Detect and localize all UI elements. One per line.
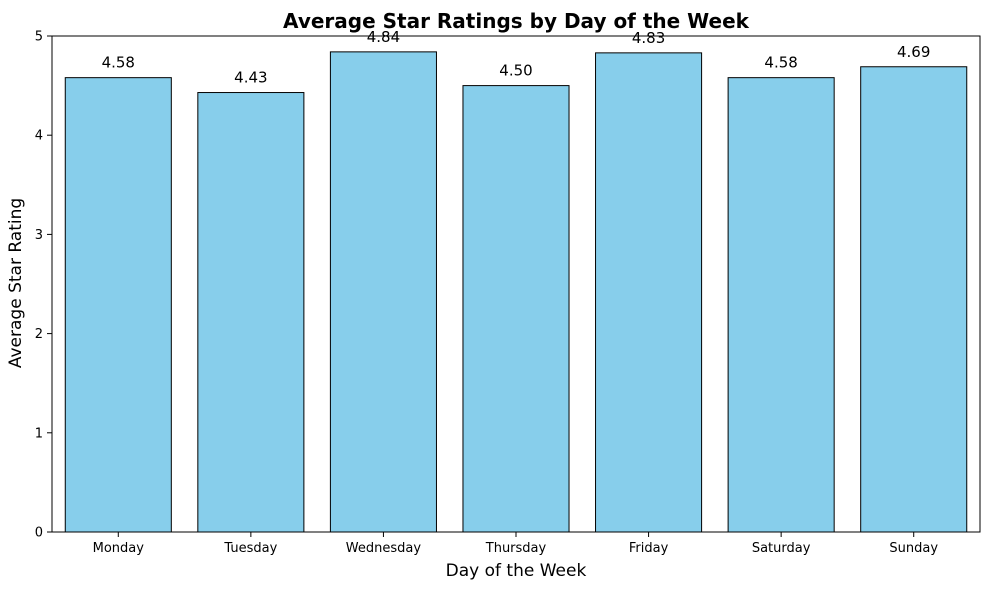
x-tick-label-friday: Friday: [629, 541, 669, 556]
chart-title: Average Star Ratings by Day of the Week: [283, 9, 750, 33]
axes-frame: [51, 35, 981, 533]
x-tick-label-sunday: Sunday: [889, 541, 938, 556]
data-label-thursday: 4.50: [499, 62, 532, 80]
bar-thursday: [462, 85, 570, 533]
x-tick-label-monday: Monday: [93, 541, 145, 556]
bar-friday: [595, 52, 703, 533]
y-tick-label-2: 2: [35, 327, 43, 342]
plot-area: 4.58 Monday 4.43 Tuesday 4.84 Wednesday 4.50 Th…: [35, 28, 981, 556]
data-label-sunday: 4.69: [897, 43, 930, 61]
y-tick-label-3: 3: [35, 228, 43, 243]
data-label-saturday: 4.58: [764, 54, 797, 72]
bar-tuesday: [197, 92, 305, 533]
bar-wednesday: [329, 51, 437, 533]
data-label-friday: 4.83: [632, 29, 665, 47]
y-tick-label-4: 4: [35, 129, 43, 144]
x-tick-label-saturday: Saturday: [752, 541, 811, 556]
bar-saturday: [727, 77, 835, 533]
y-tick-label-1: 1: [35, 426, 43, 441]
x-axis-label: Day of the Week: [446, 561, 587, 581]
x-tick-label-tuesday: Tuesday: [223, 541, 277, 556]
x-tick-label-thursday: Thursday: [485, 541, 547, 556]
bar-sunday: [860, 66, 968, 533]
data-label-tuesday: 4.43: [234, 69, 267, 87]
y-axis-label: Average Star Rating: [6, 198, 26, 368]
data-label-monday: 4.58: [102, 54, 135, 72]
data-label-wednesday: 4.84: [367, 28, 400, 46]
x-tick-label-wednesday: Wednesday: [346, 541, 422, 556]
y-tick-label-5: 5: [35, 30, 43, 45]
bar-monday: [64, 77, 172, 533]
y-tick-label-0: 0: [35, 526, 43, 541]
